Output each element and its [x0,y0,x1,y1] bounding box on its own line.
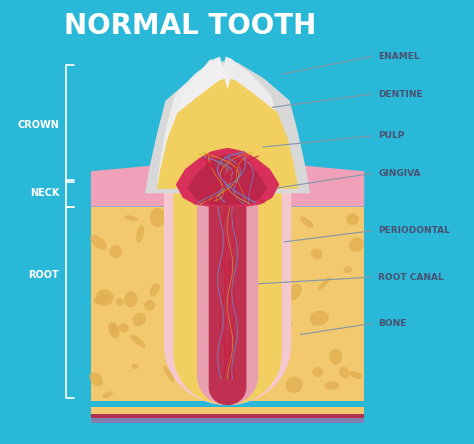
Ellipse shape [346,214,359,225]
Polygon shape [91,163,364,206]
Ellipse shape [132,313,146,326]
Ellipse shape [219,246,223,251]
Ellipse shape [285,377,303,393]
Ellipse shape [180,384,185,387]
Ellipse shape [284,236,291,252]
Text: CROWN: CROWN [18,120,59,130]
Ellipse shape [318,276,331,290]
Ellipse shape [222,369,225,373]
Polygon shape [157,56,289,185]
Text: GINGIVA: GINGIVA [378,169,421,178]
Ellipse shape [216,384,220,388]
Text: PERIODONTAL: PERIODONTAL [378,226,450,235]
Ellipse shape [187,324,191,328]
Ellipse shape [188,260,192,262]
Ellipse shape [287,284,302,301]
Ellipse shape [239,365,242,367]
Ellipse shape [264,336,268,341]
Text: NORMAL TOOTH: NORMAL TOOTH [64,12,316,40]
Ellipse shape [111,324,118,335]
Ellipse shape [278,313,293,327]
Ellipse shape [235,336,239,339]
Polygon shape [91,407,364,414]
Ellipse shape [253,218,255,222]
Ellipse shape [312,367,323,377]
Ellipse shape [169,270,174,274]
Text: ROOT CANAL: ROOT CANAL [378,273,444,281]
Ellipse shape [132,364,138,369]
Ellipse shape [311,249,323,259]
Ellipse shape [226,224,230,227]
Polygon shape [91,418,364,423]
Text: PULP: PULP [378,131,405,140]
Ellipse shape [109,245,122,258]
Ellipse shape [94,293,109,305]
Polygon shape [171,59,256,158]
Ellipse shape [144,300,155,311]
Ellipse shape [124,291,137,307]
Text: NECK: NECK [30,188,59,198]
Ellipse shape [180,284,186,289]
Ellipse shape [163,366,174,382]
Polygon shape [145,61,310,193]
Ellipse shape [136,225,144,243]
Ellipse shape [174,349,179,352]
Text: ENAMEL: ENAMEL [378,52,420,61]
Text: BONE: BONE [378,319,407,328]
Ellipse shape [247,341,251,345]
Ellipse shape [259,350,264,353]
Ellipse shape [237,302,239,305]
Ellipse shape [310,311,329,326]
Ellipse shape [90,235,107,250]
Polygon shape [91,414,364,418]
Ellipse shape [349,238,364,252]
Ellipse shape [273,246,276,249]
Ellipse shape [205,315,209,319]
Ellipse shape [150,208,165,227]
Ellipse shape [329,349,342,365]
Polygon shape [188,154,268,206]
Ellipse shape [339,366,349,379]
Ellipse shape [280,234,291,246]
Ellipse shape [344,266,352,273]
Polygon shape [157,79,298,189]
Ellipse shape [231,309,236,313]
Ellipse shape [150,283,160,296]
Ellipse shape [118,323,129,333]
Ellipse shape [349,371,362,379]
Ellipse shape [89,372,103,386]
Ellipse shape [124,215,138,221]
Polygon shape [197,180,258,405]
Ellipse shape [189,232,193,236]
Ellipse shape [216,312,219,316]
Ellipse shape [301,217,313,228]
Ellipse shape [214,329,217,333]
Ellipse shape [130,335,146,348]
Polygon shape [173,180,282,405]
Ellipse shape [102,391,113,398]
Polygon shape [91,206,364,400]
Text: DENTINE: DENTINE [378,90,423,99]
Ellipse shape [325,381,339,390]
Text: ROOT: ROOT [28,270,59,280]
Polygon shape [209,180,246,405]
Polygon shape [176,148,279,207]
Ellipse shape [116,298,124,305]
Ellipse shape [96,289,113,306]
Ellipse shape [108,322,119,338]
Polygon shape [164,180,291,405]
